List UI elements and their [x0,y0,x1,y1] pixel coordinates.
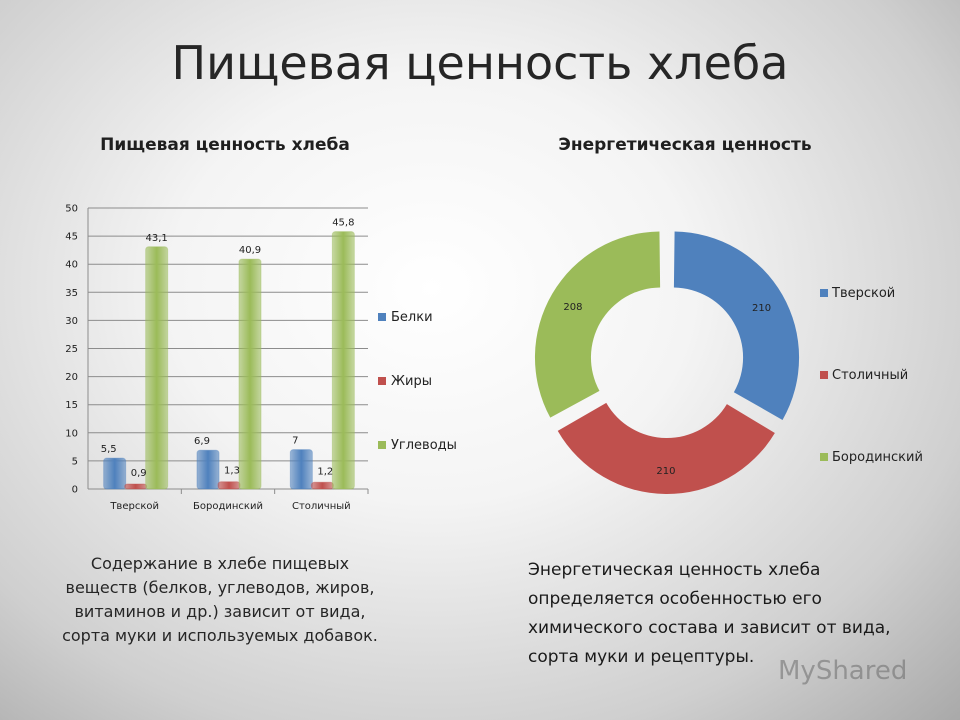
bar-1-0 [124,483,148,490]
bar-legend-label: Жиры [391,374,432,389]
watermark-text: MyShared [778,656,908,686]
donut-legend-swatch [820,371,828,379]
bar-x-axis-ticks: Тверской Бородинский Столичный [109,501,350,512]
donut-slice-2 [534,231,661,418]
donut-data-label: 208 [563,302,582,313]
donut-data-label: 210 [752,303,771,314]
bar-gridlines [87,207,369,494]
donut-legend-label: Бородинский [832,450,923,465]
bar-legend-swatch [378,377,386,385]
bar-y-tick-label: 40 [65,260,78,271]
donut-legend-label: Тверской [831,286,895,301]
donut-data-label: 210 [656,466,675,477]
bar-2-1 [238,258,262,490]
donut-slice-0 [673,231,800,420]
bar-y-tick-label: 25 [65,344,78,355]
bar-y-tick-label: 20 [65,372,78,383]
bar-legend: Белки Жиры Углеводы [378,310,457,453]
bar-y-tick-label: 15 [65,400,78,411]
bar-y-tick-label: 45 [65,232,78,243]
bar-y-tick-label: 50 [65,204,78,215]
bar-data-label: 1,2 [317,466,333,477]
bar-legend-swatch [378,441,386,449]
bar-legend-label: Углеводы [391,438,457,453]
bar-legend-label: Белки [391,310,433,325]
bar-data-label: 43,1 [146,233,168,244]
bar-y-axis-ticks: 0 5 10 15 20 25 30 35 40 45 50 [65,204,78,496]
donut-legend-swatch [820,453,828,461]
bar-0-0 [103,457,127,490]
bar-x-tick-label: Тверской [109,501,159,512]
donut-legend-swatch [820,289,828,297]
bar-legend-swatch [378,313,386,321]
donut-legend: Тверской Столичный Бородинский [820,286,923,465]
donut-chart: 210 210 208 Тверской Столичный Бородинский [534,231,923,494]
bar-1-1 [217,481,241,490]
donut-chart-title: Энергетическая ценность [558,135,812,155]
donut-data-labels: 210 210 208 [563,302,771,477]
bar-y-tick-label: 30 [65,316,78,327]
slide-title: Пищевая ценность хлеба [171,36,789,90]
bar-1-2 [310,481,334,490]
bar-x-tick-label: Столичный [292,501,351,512]
bar-x-tick-label: Бородинский [193,501,263,512]
right-caption: Энергетическая ценность хлеба определяет… [528,560,891,667]
bar-y-tick-label: 10 [65,428,78,439]
bar-data-label: 5,5 [101,444,117,455]
bar-data-labels: 5,5 0,9 43,1 6,9 1,3 40,9 7 1,2 45,8 [101,218,355,479]
bar-0-1 [196,449,220,490]
bar-data-label: 45,8 [332,218,354,229]
bar-bars [103,231,355,490]
bar-data-label: 0,9 [131,468,147,479]
bar-y-tick-label: 0 [72,485,78,496]
donut-slices [534,231,800,494]
bar-0-2 [289,449,313,490]
bar-chart: 0 5 10 15 20 25 30 35 40 45 50 5,5 0,9 43,1 6,9 1,3 40,… [65,204,457,513]
bar-data-label: 6,9 [194,436,210,447]
donut-legend-label: Столичный [832,368,908,383]
bar-data-label: 7 [292,436,298,447]
bar-data-label: 40,9 [239,245,261,256]
bar-chart-title: Пищевая ценность хлеба [100,135,350,155]
bar-2-2 [331,231,355,490]
bar-2-0 [145,246,169,490]
bar-data-label: 1,3 [224,466,240,477]
left-caption: Содержание в хлебе пищевых веществ (белк… [62,554,378,645]
donut-slice-1 [557,402,775,494]
bar-y-tick-label: 35 [65,288,78,299]
bar-y-tick-label: 5 [72,456,78,467]
